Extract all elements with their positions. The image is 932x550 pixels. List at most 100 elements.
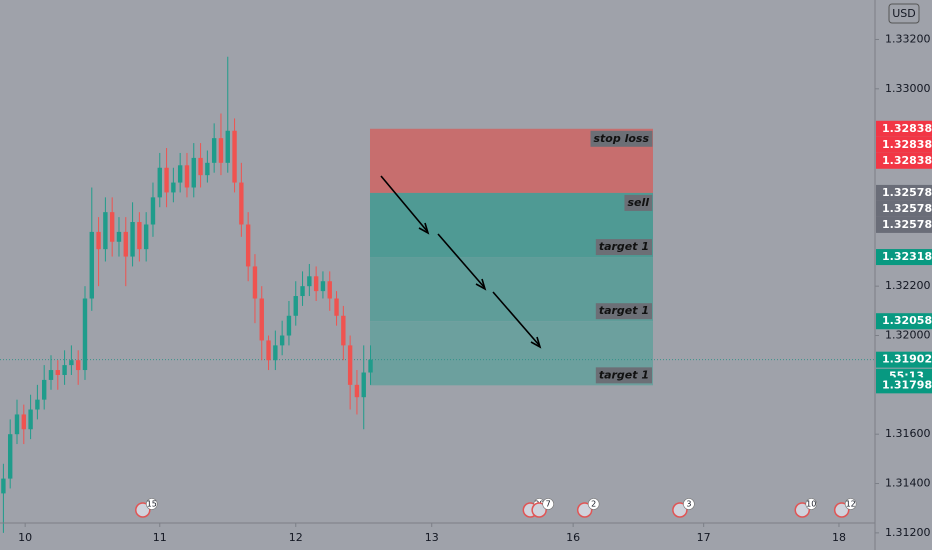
price-badge xyxy=(876,184,932,201)
y-tick-label: 1.31600 xyxy=(885,427,931,440)
candle-body xyxy=(266,340,271,361)
event-icon xyxy=(531,502,547,518)
candle-body xyxy=(354,384,360,398)
candle-body xyxy=(225,130,230,163)
event-icon xyxy=(794,502,811,518)
event-count: 7 xyxy=(546,500,551,509)
x-tick-label: 12 xyxy=(289,531,303,544)
price-badge xyxy=(876,136,932,153)
candle-body xyxy=(245,224,251,267)
event-count: 15 xyxy=(147,500,157,509)
level-label: target 1 xyxy=(599,368,649,381)
price-badge xyxy=(876,216,932,233)
candle-body xyxy=(252,266,258,299)
level-label: target 1 xyxy=(599,304,649,317)
price-badge-label: 1.32578 xyxy=(882,186,932,199)
candle-body xyxy=(341,315,346,346)
candle-body xyxy=(177,165,183,183)
event-count-bg xyxy=(145,498,158,510)
price-badge-label: 1.32578 xyxy=(882,218,932,231)
level-label: target 1 xyxy=(599,240,649,253)
arrows xyxy=(380,175,542,349)
price-badge-label: 1.32058 xyxy=(882,314,932,327)
candle-body xyxy=(273,345,278,361)
price-badge xyxy=(876,313,932,330)
candle-body xyxy=(205,162,210,176)
currency-button[interactable] xyxy=(888,3,920,24)
candle-body xyxy=(191,157,196,188)
candle-body xyxy=(1,478,6,494)
x-tick-label: 10 xyxy=(18,531,32,544)
candle-body xyxy=(96,231,101,250)
candle-body xyxy=(300,286,305,297)
event-icon xyxy=(135,502,151,518)
candle-body xyxy=(171,182,176,193)
candle-body xyxy=(116,231,122,242)
price-badge-label: 1.32838 xyxy=(882,154,932,167)
y-tick-label: 1.31200 xyxy=(885,526,931,539)
level-label-box xyxy=(590,130,653,147)
level-label-box xyxy=(595,303,652,320)
event-count: 12 xyxy=(846,500,856,509)
level-label-box xyxy=(595,239,652,256)
x-tick-label: 13 xyxy=(425,531,439,544)
price-badge-label: 1.32318 xyxy=(882,250,932,263)
candle-body xyxy=(103,212,108,250)
price-badge-label: 1.32578 xyxy=(882,202,932,215)
price-badge xyxy=(876,249,932,266)
candle-body xyxy=(7,434,13,479)
candle-body xyxy=(293,296,298,316)
candle-body xyxy=(218,138,224,163)
candle-body xyxy=(143,224,149,250)
event-icon xyxy=(576,502,593,518)
candle-body xyxy=(157,167,162,198)
y-tick-label: 1.32200 xyxy=(885,279,931,292)
event-count: 2 xyxy=(591,500,596,509)
level-label-box xyxy=(595,367,652,384)
candle-body xyxy=(28,409,33,430)
price-badge xyxy=(876,377,932,394)
event-count: 10 xyxy=(806,500,816,509)
candle-body xyxy=(368,359,373,373)
candle-body xyxy=(35,399,40,410)
price-badge xyxy=(876,200,932,217)
y-tick-label: 1.31400 xyxy=(885,477,931,490)
candle-body xyxy=(334,298,339,316)
x-tick-label: 11 xyxy=(153,531,167,544)
event-count-bg xyxy=(805,498,818,510)
candle-body xyxy=(239,182,244,225)
event-count-bg xyxy=(587,498,600,510)
x-tick-label: 18 xyxy=(832,531,846,544)
candle-body xyxy=(313,276,319,292)
candle-body xyxy=(259,298,264,341)
candle-body xyxy=(75,360,81,371)
candle-body xyxy=(21,414,26,430)
candle-body xyxy=(184,165,190,188)
candle-body xyxy=(69,360,74,366)
candle-body xyxy=(232,130,237,183)
candle-body xyxy=(150,197,156,225)
candle-body xyxy=(320,281,326,292)
candle-body xyxy=(130,222,135,257)
level-label: stop loss xyxy=(594,132,650,145)
price-badge xyxy=(876,152,932,169)
candle-body xyxy=(82,298,88,371)
candle-body xyxy=(307,276,312,287)
currency[interactable]: USD xyxy=(892,7,916,20)
candle-body xyxy=(109,212,115,242)
price-badge-label: 1.32838 xyxy=(882,122,932,135)
level-label: sell xyxy=(627,196,649,209)
candle-body xyxy=(41,379,47,400)
candle-body xyxy=(211,138,217,163)
candle-body xyxy=(48,370,54,380)
candle-body xyxy=(327,281,332,299)
price-badge-label: 1.31902 xyxy=(882,353,932,366)
price-badge xyxy=(876,120,932,137)
event-count-bg xyxy=(542,498,554,510)
level-label-box xyxy=(624,194,653,211)
event-count-bg xyxy=(683,498,695,510)
event-icon xyxy=(672,502,688,518)
price-badge xyxy=(876,351,932,368)
candle-body xyxy=(164,167,169,193)
